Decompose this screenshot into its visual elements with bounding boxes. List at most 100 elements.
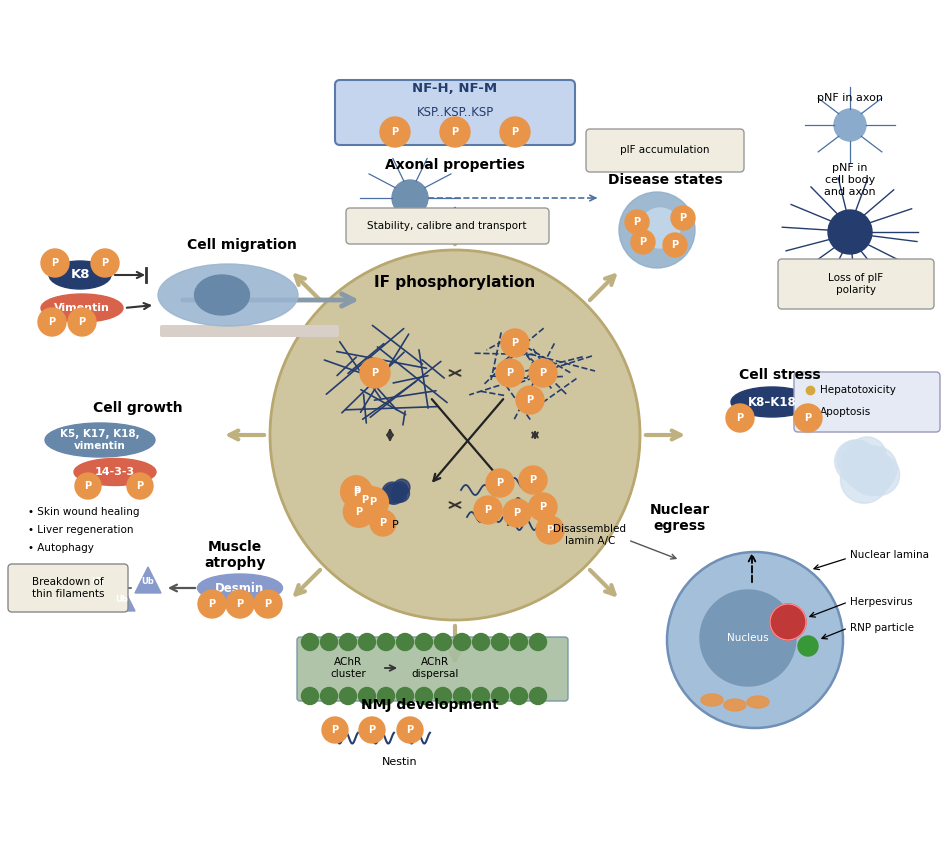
Circle shape <box>516 386 544 414</box>
Text: P: P <box>634 217 640 227</box>
Circle shape <box>501 329 529 357</box>
Text: Nucleus: Nucleus <box>727 633 769 643</box>
Ellipse shape <box>731 387 813 417</box>
Circle shape <box>536 516 564 544</box>
Text: P: P <box>506 368 514 378</box>
Text: P: P <box>530 475 536 485</box>
Circle shape <box>434 687 451 704</box>
Circle shape <box>360 358 390 388</box>
Circle shape <box>492 687 509 704</box>
Circle shape <box>770 604 806 640</box>
Circle shape <box>321 634 338 650</box>
Polygon shape <box>135 567 161 593</box>
Circle shape <box>519 466 547 494</box>
Circle shape <box>848 437 886 476</box>
Text: Disease states: Disease states <box>607 173 723 187</box>
Circle shape <box>667 552 843 728</box>
Circle shape <box>359 717 385 743</box>
Circle shape <box>358 487 389 518</box>
Text: Desmin: Desmin <box>216 581 265 594</box>
Circle shape <box>38 308 66 336</box>
Text: Nuclear lamina: Nuclear lamina <box>850 550 929 560</box>
Circle shape <box>397 717 423 743</box>
Circle shape <box>625 210 649 234</box>
Text: Muscle
atrophy: Muscle atrophy <box>204 540 266 570</box>
Circle shape <box>496 359 524 387</box>
Circle shape <box>828 210 872 254</box>
Text: Disassembled
lamin A/C: Disassembled lamin A/C <box>553 525 626 546</box>
Circle shape <box>342 477 372 508</box>
Text: P: P <box>736 413 744 423</box>
Text: Nuclear
egress: Nuclear egress <box>650 503 710 533</box>
Text: Ub: Ub <box>142 578 154 587</box>
Text: Cell migration: Cell migration <box>187 238 297 252</box>
Circle shape <box>798 636 818 656</box>
Circle shape <box>640 208 680 248</box>
Circle shape <box>396 634 413 650</box>
Text: P: P <box>370 497 377 507</box>
FancyBboxPatch shape <box>346 208 549 244</box>
Text: Breakdown of
thin filaments: Breakdown of thin filaments <box>32 577 104 599</box>
Text: P: P <box>514 508 520 518</box>
Circle shape <box>511 634 528 650</box>
Polygon shape <box>85 567 111 593</box>
Circle shape <box>453 687 470 704</box>
Circle shape <box>383 484 404 504</box>
Circle shape <box>391 488 407 502</box>
Text: P: P <box>372 368 378 378</box>
Text: K8: K8 <box>70 268 90 281</box>
Circle shape <box>382 482 403 503</box>
Circle shape <box>380 117 410 147</box>
Text: P: P <box>101 258 109 268</box>
Text: P: P <box>379 518 387 528</box>
Circle shape <box>843 444 875 476</box>
Circle shape <box>340 634 357 650</box>
Text: IF phosphorylation: IF phosphorylation <box>375 274 535 290</box>
Text: NF-H, NF-M: NF-H, NF-M <box>412 82 498 95</box>
Circle shape <box>834 439 878 482</box>
Circle shape <box>500 117 530 147</box>
Text: RNP particle: RNP particle <box>850 623 914 633</box>
Circle shape <box>529 359 557 387</box>
Circle shape <box>474 496 502 524</box>
FancyBboxPatch shape <box>794 372 940 432</box>
Circle shape <box>631 230 655 254</box>
Text: AChR
dispersal: AChR dispersal <box>412 657 459 679</box>
Text: P: P <box>356 507 362 517</box>
Circle shape <box>840 456 888 503</box>
Text: Loss of pIF
polarity: Loss of pIF polarity <box>829 273 884 295</box>
Text: P: P <box>48 317 56 327</box>
Text: AChR
cluster: AChR cluster <box>330 657 366 679</box>
Text: K5, K17, K18,
vimentin: K5, K17, K18, vimentin <box>61 429 140 451</box>
Text: P: P <box>236 599 243 609</box>
Circle shape <box>392 485 410 502</box>
Text: Axonal properties: Axonal properties <box>385 158 525 172</box>
Circle shape <box>75 473 101 499</box>
Circle shape <box>843 445 890 491</box>
Text: P: P <box>392 127 398 137</box>
Circle shape <box>850 451 894 495</box>
Text: Hepatotoxicity: Hepatotoxicity <box>820 385 896 395</box>
Circle shape <box>396 687 413 704</box>
Text: • Autophagy: • Autophagy <box>28 543 94 553</box>
Text: P: P <box>539 368 547 378</box>
Circle shape <box>700 590 796 686</box>
Circle shape <box>671 206 695 230</box>
Circle shape <box>834 109 866 141</box>
Circle shape <box>321 687 338 704</box>
Circle shape <box>529 493 557 521</box>
Text: pIF accumulation: pIF accumulation <box>621 145 710 155</box>
Circle shape <box>530 687 547 704</box>
Ellipse shape <box>747 696 769 708</box>
Circle shape <box>392 180 428 216</box>
Circle shape <box>415 687 432 704</box>
Circle shape <box>359 687 376 704</box>
Ellipse shape <box>45 423 155 457</box>
Circle shape <box>349 484 380 515</box>
Circle shape <box>837 440 877 480</box>
Text: P: P <box>265 599 272 609</box>
Circle shape <box>341 476 372 507</box>
Ellipse shape <box>198 574 283 602</box>
Text: Ub: Ub <box>115 595 129 605</box>
Circle shape <box>302 634 319 650</box>
